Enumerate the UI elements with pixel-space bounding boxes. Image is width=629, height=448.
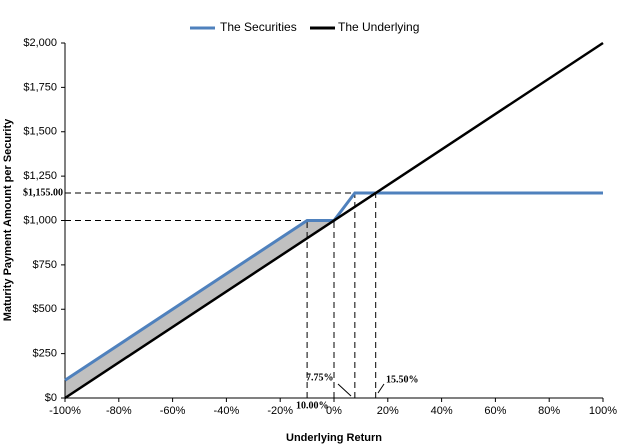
x-tick-label: -40% (214, 405, 240, 417)
x-tick-label: -60% (160, 405, 186, 417)
leader-line (337, 383, 352, 397)
reference-label: 15.50% (386, 374, 419, 385)
y-tick-label: $2,000 (23, 37, 57, 49)
legend-label: The Underlying (338, 20, 419, 34)
y-tick-label: $1,250 (23, 170, 57, 182)
x-tick-label: 40% (431, 405, 453, 417)
y-axis-title: Maturity Payment Amount per Security (2, 118, 14, 321)
x-tick-label: 0% (326, 405, 342, 417)
x-tick-label: -20% (267, 405, 293, 417)
y-tick-label: $1,000 (23, 214, 57, 226)
x-tick-label: 20% (377, 405, 399, 417)
y-tick-label: $250 (33, 348, 57, 360)
x-tick-label: -100% (49, 405, 81, 417)
y-tick-label: $500 (33, 303, 57, 315)
reference-label: 7.75% (306, 372, 334, 383)
y-tick-label: $750 (33, 259, 57, 271)
reference-label: 10.00% (296, 400, 329, 411)
y-annotation: $1,155.00 (23, 187, 63, 198)
series-line (64, 41, 604, 400)
x-axis-title: Underlying Return (286, 432, 382, 444)
legend-label: The Securities (220, 20, 297, 34)
y-tick-label: $1,500 (23, 126, 57, 138)
x-tick-label: 60% (484, 405, 506, 417)
x-tick-label: 100% (589, 405, 617, 417)
leader-line (377, 383, 385, 394)
x-tick-label: -80% (106, 405, 132, 417)
y-tick-label: $0 (45, 392, 57, 404)
y-tick-label: $1,750 (23, 81, 57, 93)
x-tick-label: 80% (538, 405, 560, 417)
